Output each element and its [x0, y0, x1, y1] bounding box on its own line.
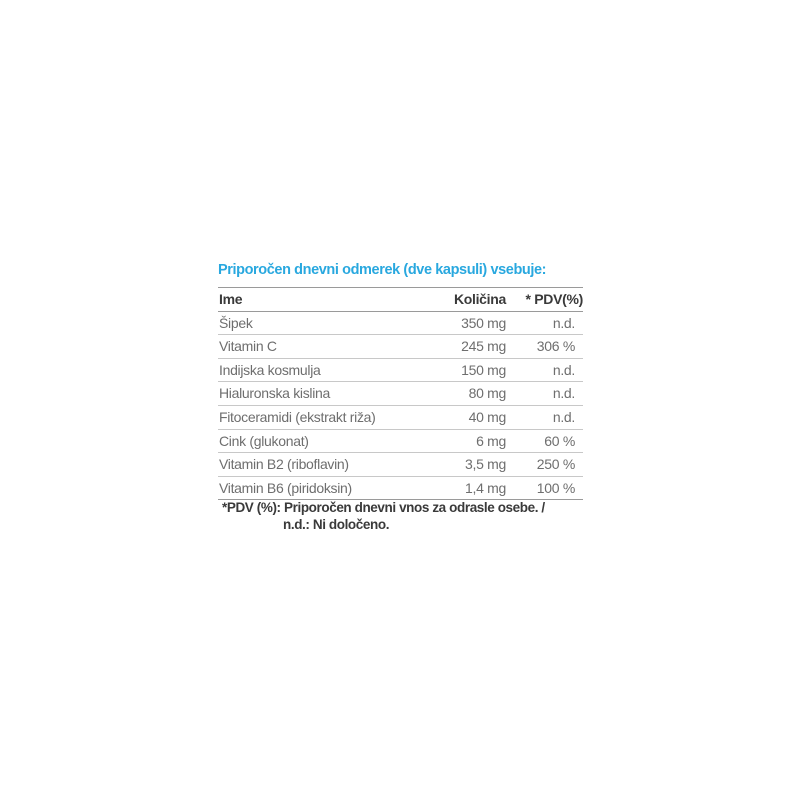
header-amount: Količina	[453, 291, 506, 307]
footnote: *PDV (%): Priporočen dnevni vnos za odra…	[222, 499, 545, 533]
ingredient-name: Indijska kosmulja	[219, 361, 321, 378]
table-row: Fitoceramidi (ekstrakt riža) 40 mg n.d.	[218, 406, 583, 430]
table-title: Priporočen dnevni odmerek (dve kapsuli) …	[218, 262, 547, 278]
table-row: Indijska kosmulja 150 mg n.d.	[218, 359, 583, 383]
ingredient-amount: 6 mg	[476, 432, 506, 449]
ingredient-pdv: 250 %	[536, 456, 576, 473]
table-row: Hialuronska kislina 80 mg n.d.	[218, 382, 583, 406]
header-name: Ime	[219, 291, 243, 307]
ingredient-name: Cink (glukonat)	[219, 432, 309, 449]
table-row: Vitamin B2 (riboflavin) 3,5 mg 250 %	[218, 453, 583, 477]
ingredient-pdv: 306 %	[536, 338, 576, 355]
footnote-line-1: *PDV (%): Priporočen dnevni vnos za odra…	[222, 500, 545, 515]
ingredient-pdv: n.d.	[552, 361, 575, 378]
ingredient-amount: 350 mg	[461, 314, 506, 331]
ingredient-pdv: n.d.	[552, 385, 575, 402]
footnote-line-2: n.d.: Ni določeno.	[283, 517, 390, 532]
ingredient-pdv: n.d.	[552, 408, 575, 425]
ingredient-name: Vitamin C	[219, 338, 277, 355]
ingredient-name: Fitoceramidi (ekstrakt riža)	[219, 408, 376, 425]
nutrition-table: Ime Količina * PDV(%) Šipek 350 mg n.d. …	[218, 287, 583, 501]
table-row: Vitamin B6 (piridoksin) 1,4 mg 100 %	[218, 477, 583, 501]
table-row: Vitamin C 245 mg 306 %	[218, 335, 583, 359]
ingredient-amount: 150 mg	[461, 361, 506, 378]
table-header: Ime Količina * PDV(%)	[218, 288, 583, 312]
ingredient-amount: 3,5 mg	[465, 456, 506, 473]
table-row: Cink (glukonat) 6 mg 60 %	[218, 430, 583, 454]
table-row: Šipek 350 mg n.d.	[218, 312, 583, 336]
ingredient-pdv: 100 %	[536, 479, 576, 496]
ingredient-amount: 80 mg	[468, 385, 507, 402]
ingredient-amount: 40 mg	[468, 408, 507, 425]
ingredient-name: Hialuronska kislina	[219, 385, 331, 402]
ingredient-name: Vitamin B2 (riboflavin)	[219, 456, 349, 473]
ingredient-amount: 1,4 mg	[465, 479, 506, 496]
ingredient-name: Šipek	[219, 314, 253, 331]
ingredient-amount: 245 mg	[461, 338, 506, 355]
ingredient-name: Vitamin B6 (piridoksin)	[219, 479, 352, 496]
ingredient-pdv: n.d.	[552, 314, 575, 331]
ingredient-pdv: 60 %	[544, 432, 575, 449]
header-pdv: * PDV(%)	[525, 291, 584, 307]
